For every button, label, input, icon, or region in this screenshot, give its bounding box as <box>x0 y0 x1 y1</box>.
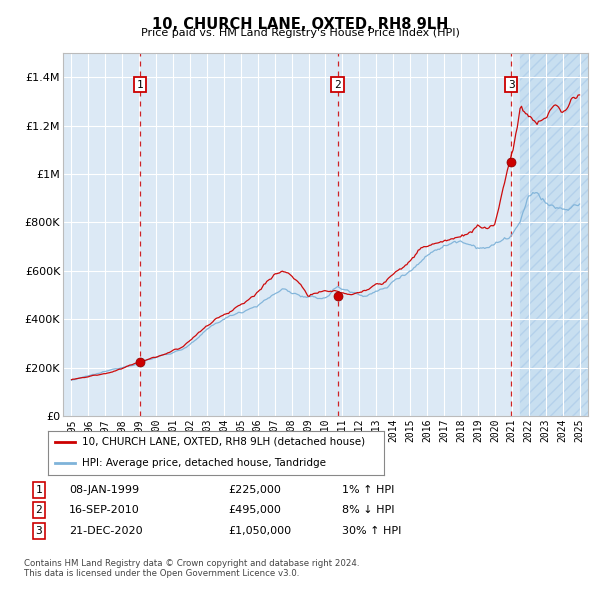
Text: 8% ↓ HPI: 8% ↓ HPI <box>342 506 395 515</box>
Text: 2: 2 <box>334 80 341 90</box>
Text: This data is licensed under the Open Government Licence v3.0.: This data is licensed under the Open Gov… <box>24 569 299 578</box>
Text: 10, CHURCH LANE, OXTED, RH8 9LH: 10, CHURCH LANE, OXTED, RH8 9LH <box>152 17 448 31</box>
Text: 2: 2 <box>35 506 43 515</box>
Text: 08-JAN-1999: 08-JAN-1999 <box>69 485 139 494</box>
Text: 16-SEP-2010: 16-SEP-2010 <box>69 506 140 515</box>
Text: £495,000: £495,000 <box>228 506 281 515</box>
Text: 3: 3 <box>35 526 43 536</box>
Text: £1,050,000: £1,050,000 <box>228 526 291 536</box>
Text: 1% ↑ HPI: 1% ↑ HPI <box>342 485 394 494</box>
Text: Price paid vs. HM Land Registry's House Price Index (HPI): Price paid vs. HM Land Registry's House … <box>140 28 460 38</box>
Text: 3: 3 <box>508 80 515 90</box>
Text: £225,000: £225,000 <box>228 485 281 494</box>
Text: HPI: Average price, detached house, Tandridge: HPI: Average price, detached house, Tand… <box>82 458 326 467</box>
Text: 21-DEC-2020: 21-DEC-2020 <box>69 526 143 536</box>
Text: 1: 1 <box>35 485 43 494</box>
Text: 1: 1 <box>137 80 143 90</box>
Bar <box>520 53 600 416</box>
Text: Contains HM Land Registry data © Crown copyright and database right 2024.: Contains HM Land Registry data © Crown c… <box>24 559 359 568</box>
Text: 10, CHURCH LANE, OXTED, RH8 9LH (detached house): 10, CHURCH LANE, OXTED, RH8 9LH (detache… <box>82 437 365 447</box>
Text: 30% ↑ HPI: 30% ↑ HPI <box>342 526 401 536</box>
Bar <box>520 53 600 416</box>
